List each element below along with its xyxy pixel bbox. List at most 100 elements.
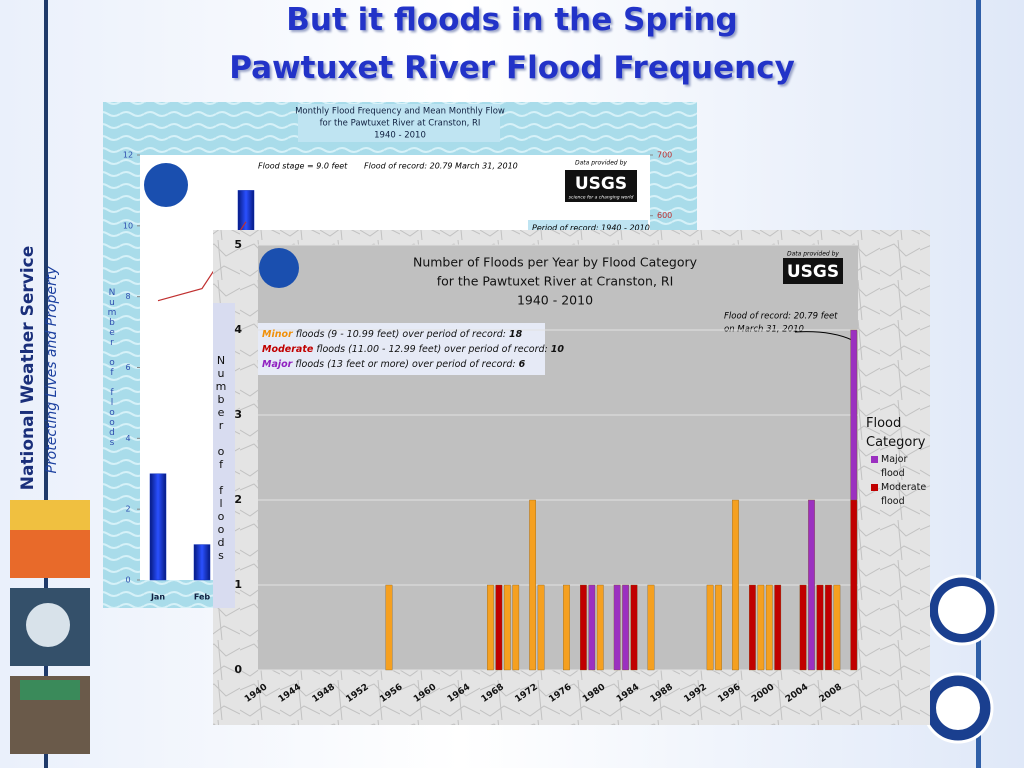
y-tick-label: 4 [125, 434, 130, 443]
title-box [298, 104, 500, 142]
slide-title: Pawtuxet River Flood Frequency [229, 50, 795, 86]
legend-swatch [871, 456, 878, 463]
bar-segment [647, 584, 655, 671]
source-tagline: science for a changing world [569, 195, 634, 201]
chart-title: Monthly Flood Frequency and Mean Monthly… [295, 107, 505, 117]
annotation: Flood of record: 20.79 March 31, 2010 [364, 162, 518, 171]
bar-segment [749, 584, 756, 671]
bar-segment [622, 584, 629, 671]
bar-segment [512, 584, 520, 671]
summary-category: Minor [262, 329, 294, 340]
thumb-hurricane-eye [26, 603, 70, 647]
y-tick-label: 5 [234, 238, 242, 251]
sidebar-motto: Protecting Lives and Property [44, 266, 60, 474]
bar-segment [563, 584, 570, 671]
usgs-logo [565, 170, 637, 202]
bar-segment [799, 584, 807, 671]
usgs-logo [783, 258, 843, 284]
legend-swatch [871, 484, 878, 491]
ylabel-box [213, 303, 235, 608]
chart-title: Number of Floods per Year by Flood Categ… [413, 255, 698, 270]
noaa-logo [259, 248, 299, 288]
slide-title: But it floods in the Spring [286, 2, 738, 38]
summary-line: Moderate floods (11.00 - 12.99 feet) ove… [262, 344, 564, 355]
source-text: Data provided by [575, 160, 627, 167]
thumb-office-screen [20, 680, 80, 700]
bar-segment [630, 584, 638, 671]
chart-title: 1940 - 2010 [517, 293, 593, 308]
bar [149, 473, 167, 581]
bar-segment [588, 584, 596, 671]
annotation-leader [794, 331, 853, 341]
bar-segment [537, 584, 545, 671]
chart-title: for the Pawtuxet River at Cranston, RI [320, 119, 481, 129]
bar-segment [706, 584, 714, 671]
bar-segment [774, 584, 782, 671]
summary-category: Major [262, 359, 294, 370]
y-axis-label: Number of floods [214, 354, 228, 562]
chart-yearly: Number of Floods per Year by Flood Categ… [213, 230, 930, 725]
y-tick-label: 0 [234, 663, 242, 676]
chart-title: for the Pawtuxet River at Cranston, RI [437, 274, 674, 289]
bar-segment [529, 499, 536, 671]
bar-segment [385, 584, 393, 671]
annotation: Period of record: 1940 - 2010 [532, 224, 650, 233]
y-axis-label: Number of floods [107, 288, 117, 448]
bar-segment [596, 584, 604, 671]
thumb-map-band [10, 500, 90, 530]
noaa-logo [144, 163, 188, 207]
summary-count: 10 [551, 344, 565, 355]
chart-title: 1940 - 2010 [374, 131, 426, 141]
y-tick-label: 4 [234, 323, 242, 336]
annotation: Flood of record: 20.79 feet [724, 312, 838, 322]
y-tick-label: 8 [125, 292, 130, 301]
legend-title: Flood Category [866, 416, 926, 450]
bar-segment [580, 584, 587, 671]
y-tick-label: 12 [123, 151, 133, 160]
bar-segment [503, 584, 511, 671]
summary-count: 6 [519, 359, 526, 370]
y-tick-label: 2 [125, 505, 130, 514]
doc-logo-inner [936, 686, 980, 730]
legend-label: Major flood [881, 454, 908, 479]
bar-segment [850, 499, 858, 671]
summary-text: floods (11.00 - 12.99 feet) over period … [313, 344, 550, 355]
bar-segment [825, 584, 832, 671]
bar-segment [732, 499, 739, 671]
bar-segment [808, 499, 815, 671]
noaa-logo-inner [938, 586, 986, 634]
source-logo: USGS [787, 262, 839, 282]
right-rule [976, 0, 981, 768]
summary-box [258, 323, 545, 375]
summary-count: 18 [509, 329, 523, 340]
source-text: Data provided by [787, 251, 839, 258]
summary-text: floods (9 - 10.99 feet) over period of r… [293, 329, 509, 340]
y-tick-label: 2 [234, 493, 242, 506]
bar-segment [613, 584, 621, 671]
annotation: Flood stage = 9.0 feet [258, 162, 348, 171]
bar-segment [715, 584, 722, 671]
legend-label: Moderate flood [881, 482, 927, 507]
x-tick-label: Jan [150, 593, 165, 602]
sidebar-org: National Weather Service [18, 245, 38, 491]
summary-line: Major floods (13 feet or more) over peri… [262, 359, 526, 370]
y2-tick-label: 700 [657, 151, 672, 160]
bar-segment [495, 584, 503, 671]
sidebar-rule [44, 0, 48, 768]
summary-category: Moderate [262, 344, 314, 355]
y-tick-label: 0 [125, 576, 130, 585]
bar-segment [850, 329, 858, 501]
summary-line: Minor floods (9 - 10.99 feet) over perio… [262, 329, 523, 340]
x-tick-label: Feb [194, 593, 211, 602]
y-tick-label: 10 [123, 221, 133, 230]
source-logo: USGS [575, 174, 627, 194]
y-tick-label: 1 [234, 578, 242, 591]
bar [193, 544, 211, 581]
summary-text: floods (13 feet or more) over period of … [292, 359, 518, 370]
bar-segment [765, 584, 773, 671]
y-tick-label: 3 [234, 408, 242, 421]
bar-segment [487, 584, 494, 671]
y-tick-label: 6 [125, 363, 130, 372]
